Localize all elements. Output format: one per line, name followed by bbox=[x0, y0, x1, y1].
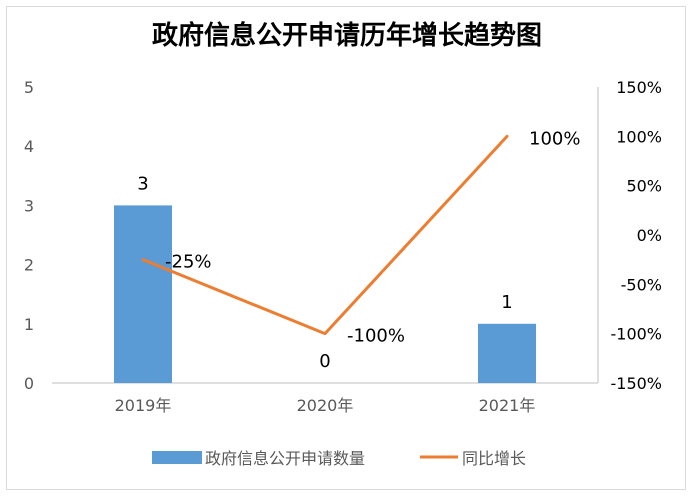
left-tick-label: 5 bbox=[24, 78, 34, 97]
right-tick-label: 150% bbox=[616, 78, 662, 97]
legend: 政府信息公开申请数量 同比增长 bbox=[152, 449, 526, 468]
right-tick-label: 0% bbox=[637, 226, 662, 245]
right-tick-label: -100% bbox=[610, 325, 662, 344]
bar-series bbox=[114, 205, 536, 383]
line-data-label: -25% bbox=[165, 252, 212, 273]
line-series bbox=[141, 134, 509, 336]
legend-bar-label: 政府信息公开申请数量 bbox=[205, 449, 365, 468]
left-tick-label: 4 bbox=[24, 137, 34, 156]
bar-data-label: 1 bbox=[501, 292, 512, 313]
bar bbox=[114, 205, 172, 383]
bar bbox=[478, 323, 536, 383]
right-tick-label: -50% bbox=[621, 275, 662, 294]
left-tick-label: 3 bbox=[24, 196, 34, 215]
growth-line bbox=[141, 134, 509, 336]
data-labels: 3 0 1 -25% -100% 100% bbox=[137, 128, 580, 372]
left-tick-label: 1 bbox=[24, 315, 34, 334]
legend-bar-swatch bbox=[152, 451, 202, 464]
right-tick-label: 100% bbox=[616, 127, 662, 146]
right-tick-label: -150% bbox=[610, 374, 662, 393]
line-data-label: 100% bbox=[529, 128, 580, 149]
bar-data-label: 3 bbox=[137, 173, 148, 194]
left-tick-label: 2 bbox=[24, 256, 34, 275]
legend-line-label: 同比增长 bbox=[462, 449, 526, 468]
right-tick-label: 50% bbox=[626, 177, 662, 196]
category-label: 2019年 bbox=[115, 396, 172, 415]
bar-data-label: 0 bbox=[319, 351, 330, 372]
line-data-label: -100% bbox=[347, 326, 405, 347]
category-label: 2020年 bbox=[297, 396, 354, 415]
left-tick-label: 0 bbox=[24, 374, 34, 393]
category-label: 2021年 bbox=[479, 396, 536, 415]
chart-title: 政府信息公开申请历年增长趋势图 bbox=[152, 20, 542, 51]
